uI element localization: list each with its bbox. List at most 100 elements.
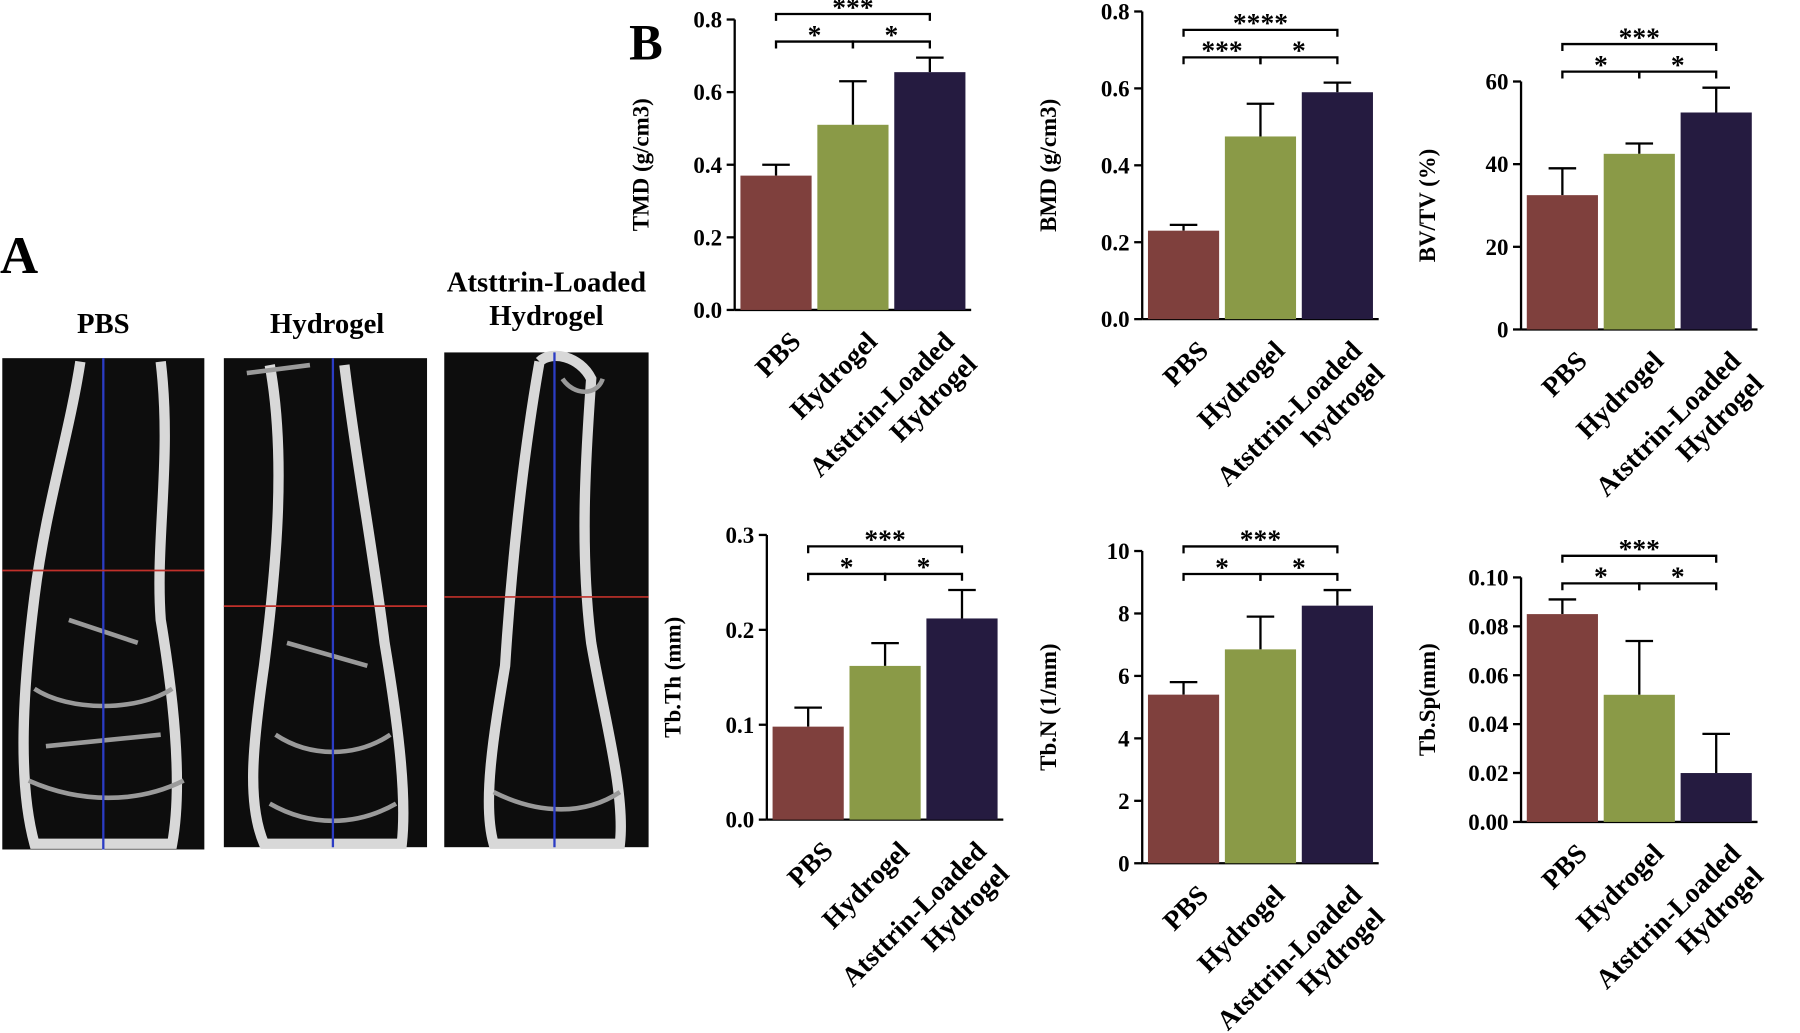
significance-label: *** xyxy=(864,524,905,555)
ct-image xyxy=(2,358,205,850)
y-tick-label: 4 xyxy=(1118,726,1130,751)
y-axis-label: Tb.Th (mm) xyxy=(661,617,686,738)
y-tick-label: 0.0 xyxy=(726,808,755,833)
significance-label: *** xyxy=(1240,524,1281,555)
image-title: Hydrogel xyxy=(270,308,385,340)
y-tick-label: 0.2 xyxy=(693,225,722,250)
bar xyxy=(1603,153,1675,330)
y-tick-label: 0.4 xyxy=(693,153,722,178)
bar xyxy=(1224,649,1297,864)
y-tick-label: 2 xyxy=(1118,789,1129,814)
bar xyxy=(894,72,966,310)
y-tick-label: 0.0 xyxy=(1101,307,1130,332)
bar xyxy=(1680,112,1752,330)
y-tick-label: 0.10 xyxy=(1468,565,1508,590)
significance-label: * xyxy=(1292,551,1306,582)
y-tick-label: 0.6 xyxy=(693,80,722,105)
significance-label: * xyxy=(885,19,899,50)
y-axis-label: Tb.Sp(mm) xyxy=(1415,643,1440,756)
y-tick-label: 0.2 xyxy=(1101,230,1130,255)
bar xyxy=(1526,614,1598,822)
y-tick-label: 0.3 xyxy=(726,523,755,548)
significance-label: * xyxy=(1292,35,1306,66)
y-tick-label: 0.00 xyxy=(1468,810,1508,835)
chart: 0.00.10.20.3Tb.Th (mm)* **** xyxy=(661,523,1004,833)
significance-bracket xyxy=(1638,70,1718,79)
y-tick-label: 6 xyxy=(1118,664,1129,689)
y-tick-label: 0.06 xyxy=(1468,663,1508,688)
bar xyxy=(1301,92,1373,320)
significance-label: * xyxy=(1671,561,1685,592)
bar xyxy=(849,665,921,820)
y-tick-label: 0.2 xyxy=(726,618,755,643)
y-tick-label: 10 xyxy=(1107,539,1130,564)
significance-label: * xyxy=(840,551,854,582)
significance-bracket xyxy=(1259,56,1339,65)
significance-label: * xyxy=(1215,551,1229,582)
y-axis-label: BMD (g/cm3) xyxy=(1036,99,1061,232)
bar xyxy=(772,726,844,820)
bar xyxy=(817,124,889,310)
significance-label: * xyxy=(1594,561,1608,592)
y-tick-label: 0.6 xyxy=(1101,76,1130,101)
y-axis-label: BV/TV (%) xyxy=(1415,149,1440,263)
significance-label: * xyxy=(917,551,931,582)
significance-bracket xyxy=(774,12,931,21)
significance-bracket xyxy=(1561,554,1718,563)
bar xyxy=(1147,694,1220,864)
image-title: Atsttrin-Loaded Hydrogel xyxy=(446,267,647,332)
bar xyxy=(1224,136,1297,320)
image-title: PBS xyxy=(76,308,130,340)
bar xyxy=(740,175,812,310)
bar xyxy=(1603,694,1675,822)
y-tick-label: 40 xyxy=(1485,152,1508,177)
significance-label: *** xyxy=(1619,533,1660,564)
significance-bracket xyxy=(883,572,964,581)
bar xyxy=(1301,605,1373,864)
y-axis-label: TMD (g/cm3) xyxy=(629,98,654,231)
y-tick-label: 0.1 xyxy=(726,713,755,738)
y-tick-label: 60 xyxy=(1485,70,1508,95)
significance-label: *** xyxy=(1201,35,1242,66)
y-tick-label: 0.08 xyxy=(1468,614,1508,639)
y-tick-label: 0 xyxy=(1118,851,1129,876)
significance-bracket xyxy=(1182,28,1339,37)
significance-bracket xyxy=(1561,42,1718,51)
y-tick-label: 0.4 xyxy=(1101,153,1130,178)
bar xyxy=(1526,195,1598,330)
significance-label: * xyxy=(808,19,822,50)
panel-label: B xyxy=(629,14,663,72)
ct-image xyxy=(223,358,428,849)
ct-image xyxy=(444,350,649,849)
y-tick-label: 0.02 xyxy=(1468,761,1508,786)
y-tick-label: 0 xyxy=(1497,318,1508,343)
significance-label: *** xyxy=(832,0,873,22)
significance-label: **** xyxy=(1233,7,1288,38)
significance-bracket xyxy=(1638,582,1718,591)
y-tick-label: 0.04 xyxy=(1468,712,1509,737)
significance-label: * xyxy=(1594,49,1608,80)
significance-label: * xyxy=(1671,49,1685,80)
bar xyxy=(926,618,998,820)
significance-bracket xyxy=(1182,545,1339,554)
significance-label: *** xyxy=(1619,21,1660,52)
significance-bracket xyxy=(1259,572,1339,581)
y-axis-label: Tb.N (1/mm) xyxy=(1036,643,1061,770)
bar xyxy=(1680,773,1752,822)
y-tick-label: 0.8 xyxy=(1101,0,1130,25)
y-tick-label: 0.8 xyxy=(693,8,722,33)
y-tick-label: 8 xyxy=(1118,602,1129,627)
panel-label: A xyxy=(0,226,39,285)
significance-bracket xyxy=(807,545,964,554)
bar xyxy=(1147,230,1220,320)
significance-bracket xyxy=(851,40,931,49)
y-tick-label: 0.0 xyxy=(693,298,722,323)
